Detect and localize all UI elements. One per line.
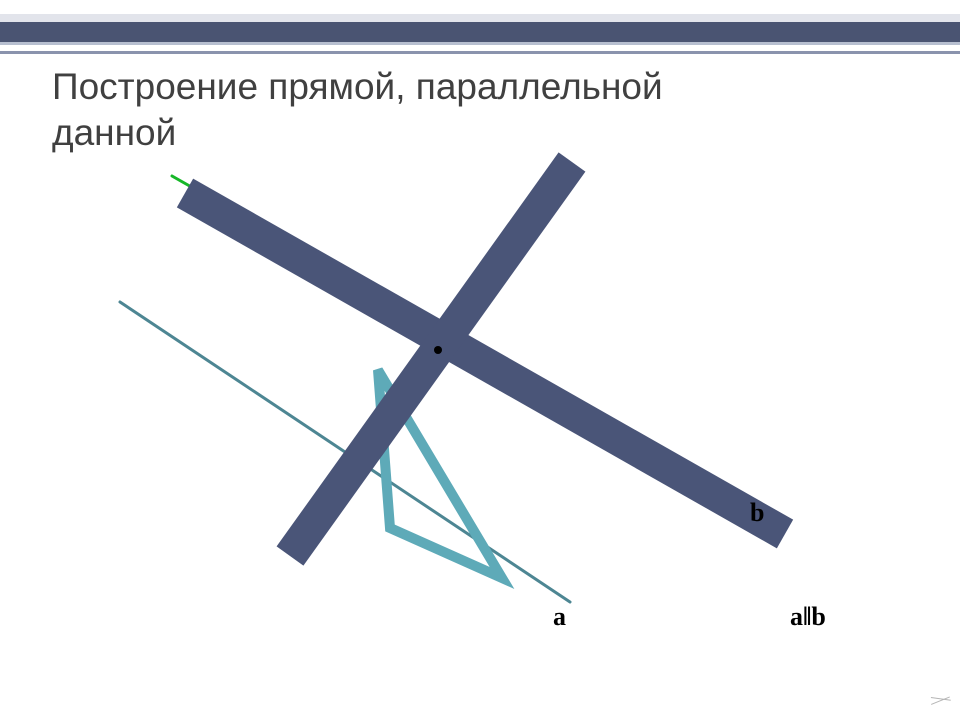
ruler-bar [185,193,785,534]
cross-bar [290,162,572,556]
page-curl-icon [930,696,952,714]
label-line-b: b [750,498,764,528]
label-line-a: a [553,602,566,632]
point-b [434,346,442,354]
slide: Построение прямой, параллельной данной b… [0,0,960,720]
label-parallel-note: aǁb [790,602,826,632]
